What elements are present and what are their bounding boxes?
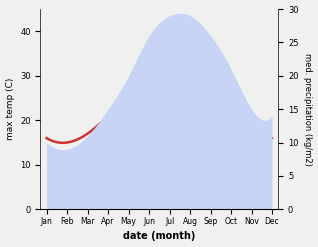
Y-axis label: med. precipitation (kg/m2): med. precipitation (kg/m2) [303,53,313,165]
Y-axis label: max temp (C): max temp (C) [5,78,15,140]
X-axis label: date (month): date (month) [123,231,196,242]
